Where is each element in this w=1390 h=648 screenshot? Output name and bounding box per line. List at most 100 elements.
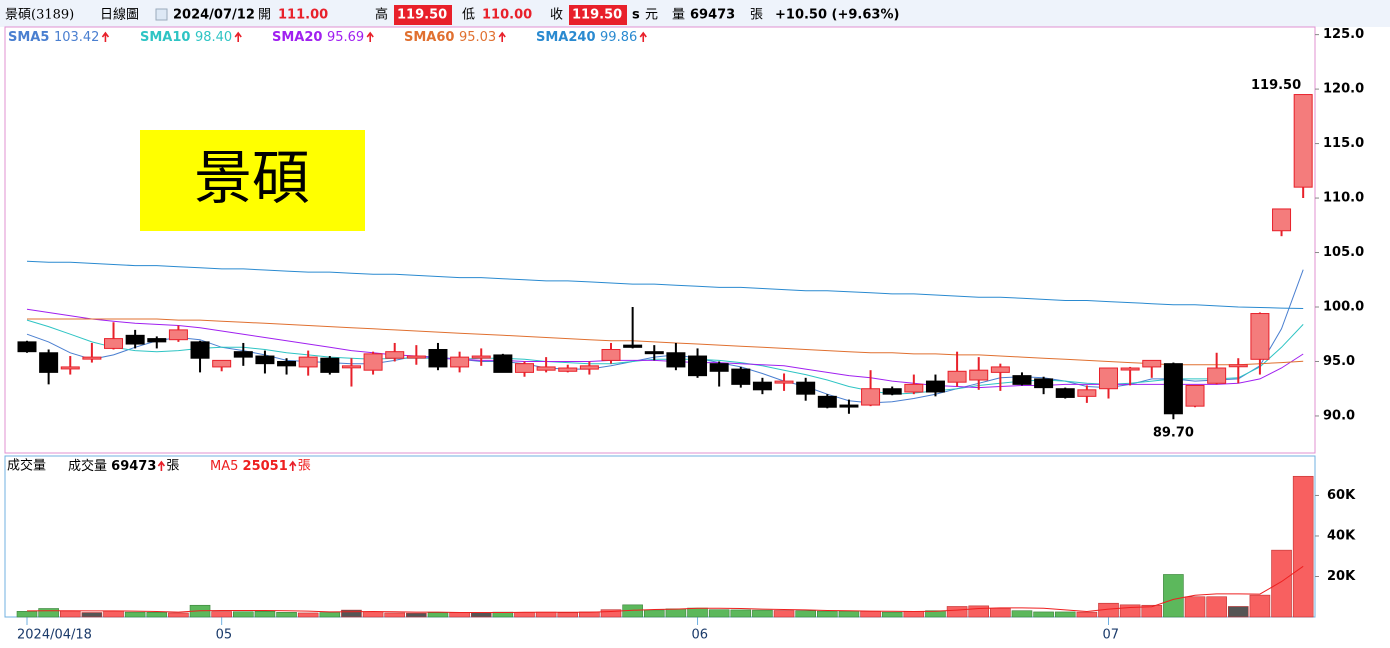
- volume-bar: [1141, 604, 1163, 618]
- volume-bar: [341, 609, 362, 618]
- x-tick-label: 06: [692, 628, 709, 643]
- candle-body: [82, 356, 102, 360]
- candle-body: [925, 380, 945, 393]
- candle-body: [1185, 384, 1205, 407]
- volume-bar: [59, 610, 81, 618]
- candle-body: [969, 369, 989, 381]
- volume-bar: [38, 608, 59, 618]
- sma-line: [26, 269, 1304, 404]
- candle-body: [1272, 208, 1292, 232]
- candle-body: [298, 356, 318, 368]
- volume-bar: [990, 607, 1011, 618]
- volume-bar: [1249, 594, 1271, 618]
- candle-body: [1142, 359, 1162, 368]
- candle-body: [623, 344, 643, 348]
- candle-body: [493, 354, 513, 373]
- candle-body: [796, 381, 816, 395]
- volume-bar: [665, 608, 687, 618]
- candle-body: [212, 359, 232, 368]
- high-box: [394, 5, 452, 25]
- checkbox[interactable]: [155, 8, 168, 21]
- candle-body: [514, 363, 534, 373]
- legend-name: 成交量: [68, 458, 107, 474]
- volume-bar: [146, 612, 168, 618]
- volume-bar: [362, 611, 384, 618]
- volume-bar: [708, 609, 730, 618]
- volume-bar: [1184, 596, 1206, 618]
- legend-name: SMA60: [404, 30, 454, 45]
- volume-bar: [103, 610, 124, 618]
- candle-body: [277, 360, 297, 367]
- y-tick-label: 60K: [1327, 488, 1356, 503]
- sma-line: [27, 318, 1304, 366]
- candle-body: [904, 383, 924, 393]
- volume-bar: [860, 611, 881, 618]
- legend-unit: 張: [298, 459, 311, 474]
- candle-body: [1163, 363, 1183, 415]
- candle-body: [1228, 364, 1248, 368]
- candle-body: [471, 355, 491, 359]
- y-tick-label: 90.0: [1323, 408, 1355, 423]
- candle-body: [709, 363, 729, 372]
- low-annotation: 89.70: [1153, 426, 1194, 441]
- high-label: 高: [375, 7, 388, 23]
- volume-bar: [81, 612, 103, 618]
- y-tick-label: 20K: [1327, 569, 1356, 584]
- candle-body: [125, 334, 145, 345]
- volume-bar: [881, 611, 903, 618]
- candle-body: [1120, 367, 1140, 371]
- candle-body: [579, 365, 599, 370]
- volume-bar: [946, 606, 968, 618]
- volume-bar: [838, 610, 860, 618]
- legend-value: 99.86: [600, 30, 637, 45]
- candle-body: [558, 367, 578, 372]
- candle-body: [861, 388, 881, 406]
- y-tick-label: 40K: [1327, 528, 1356, 543]
- up-arrow: [101, 31, 110, 42]
- volume-bar: [427, 612, 449, 618]
- header-bar: [0, 0, 1390, 27]
- volume-bar: [687, 607, 708, 618]
- up-arrow: [289, 460, 297, 471]
- candle-body: [1077, 389, 1097, 397]
- sma-line: [26, 319, 1304, 395]
- date: 2024/07/12: [173, 8, 255, 23]
- legend-value: 69473: [111, 459, 156, 474]
- candle-body: [666, 352, 686, 368]
- legend-value: 103.42: [54, 30, 100, 45]
- volume-bar: [1163, 574, 1184, 618]
- volume-bar: [773, 610, 795, 618]
- y-tick-label: 95.0: [1323, 354, 1355, 369]
- volume-bar: [16, 611, 38, 618]
- legend-entry: SMA240 99.86: [536, 30, 637, 45]
- legend-value: 25051: [243, 459, 288, 474]
- candle-body: [839, 404, 859, 408]
- legend-name: MA5: [210, 459, 238, 474]
- candle-body: [947, 370, 967, 383]
- volume-bar: [1033, 611, 1054, 618]
- volume-bar: [535, 611, 557, 618]
- legend-value: 98.40: [195, 30, 232, 45]
- volume-bar: [730, 609, 752, 618]
- candle-body: [536, 366, 556, 371]
- volume-bar: [514, 612, 535, 618]
- up-arrow: [366, 31, 374, 42]
- volume-bar: [254, 611, 276, 618]
- candle-body: [882, 388, 902, 395]
- up-arrow: [498, 31, 506, 42]
- volume-bar: [168, 612, 189, 618]
- volume-bar: [384, 612, 406, 618]
- close: 119.50: [572, 8, 622, 23]
- volume-bar: [1206, 596, 1227, 618]
- legend-entry: MA5 25051: [210, 459, 288, 474]
- open-label: 開: [258, 8, 271, 23]
- volume-unit: 張: [750, 8, 763, 23]
- volume: 69473: [690, 8, 735, 23]
- candle-body: [60, 366, 80, 370]
- legend-value: 95.03: [459, 30, 496, 45]
- legend-name: SMA5: [8, 30, 49, 45]
- volume-bar: [903, 611, 925, 618]
- candle-body: [990, 366, 1010, 373]
- volume-bar: [124, 611, 146, 618]
